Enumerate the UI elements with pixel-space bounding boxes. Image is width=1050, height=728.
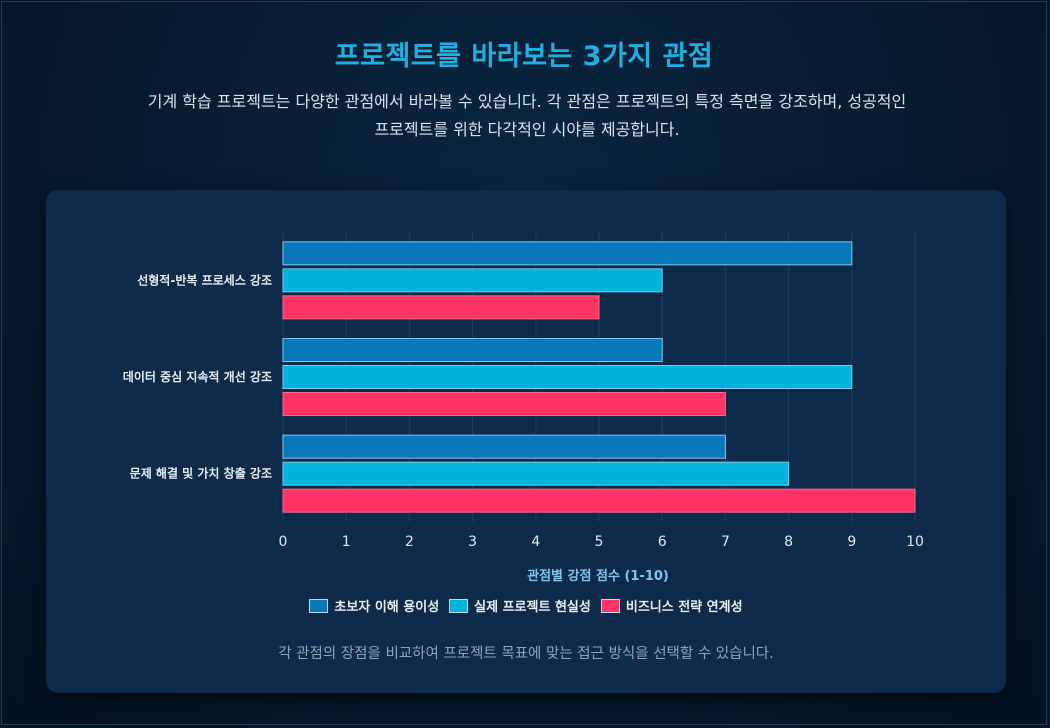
page-title: 프로젝트를 바라보는 3가지 관점 (334, 41, 714, 72)
bar-2-1[interactable] (282, 461, 790, 486)
x-tick-label-9: 9 (847, 534, 856, 550)
legend-swatch-1 (309, 598, 329, 613)
x-tick-label-6: 6 (658, 534, 667, 550)
x-tick-label-4: 4 (531, 534, 540, 550)
legend-swatch-2 (449, 598, 469, 613)
category-label-2: 문제 해결 및 가치 창출 강조 (130, 466, 272, 481)
x-tick-label-0: 0 (279, 534, 288, 550)
x-tick-label-10: 10 (906, 534, 924, 550)
x-tick-label-2: 2 (405, 534, 414, 550)
category-label-1: 데이터 중심 지속적 개선 강조 (123, 369, 272, 384)
bar-2-2[interactable] (282, 488, 916, 513)
chart-x-ticks: 0 1 2 3 4 5 6 7 8 9 10 (279, 534, 924, 550)
x-tick-label-8: 8 (784, 534, 793, 550)
x-tick-label-1: 1 (342, 534, 351, 550)
bar-1-1[interactable] (282, 365, 853, 389)
bar-0-0[interactable] (282, 241, 853, 266)
x-tick-label-5: 5 (595, 534, 604, 550)
chart-legend: 초보자 이해 용이성 실제 프로젝트 현실성 비즈니스 전략 연계성 (46, 596, 1006, 615)
x-axis-label: 관점별 강점 점수 (1-10) (527, 568, 669, 584)
bar-0-2[interactable] (282, 295, 600, 320)
x-tick-label-3: 3 (468, 534, 477, 550)
legend-label-2: 실제 프로젝트 현실성 (474, 600, 591, 615)
category-label-0: 선형적-반복 프로세스 강조 (137, 272, 272, 287)
legend-label-3: 비즈니스 전략 연계성 (625, 600, 743, 615)
legend-label-1: 초보자 이해 용이성 (334, 600, 440, 615)
legend-item-3[interactable]: 비즈니스 전략 연계성 (600, 596, 743, 615)
chart-footnote: 각 관점의 장점을 비교하여 프로젝트 목표에 맞는 접근 방식을 선택할 수 … (278, 646, 774, 662)
chart-bars (282, 241, 916, 513)
x-tick-label-7: 7 (721, 534, 730, 550)
legend-item-1[interactable]: 초보자 이해 용이성 (309, 596, 439, 615)
bar-1-2[interactable] (282, 392, 726, 416)
legend-swatch-3 (600, 598, 620, 613)
legend-item-2[interactable]: 실제 프로젝트 현실성 (449, 596, 591, 615)
bar-1-0[interactable] (282, 338, 663, 362)
bar-0-1[interactable] (282, 268, 663, 293)
bar-2-0[interactable] (282, 434, 726, 459)
page-subtitle: 기계 학습 프로젝트는 다양한 관점에서 바라볼 수 있습니다. 각 관점은 프… (147, 92, 907, 139)
